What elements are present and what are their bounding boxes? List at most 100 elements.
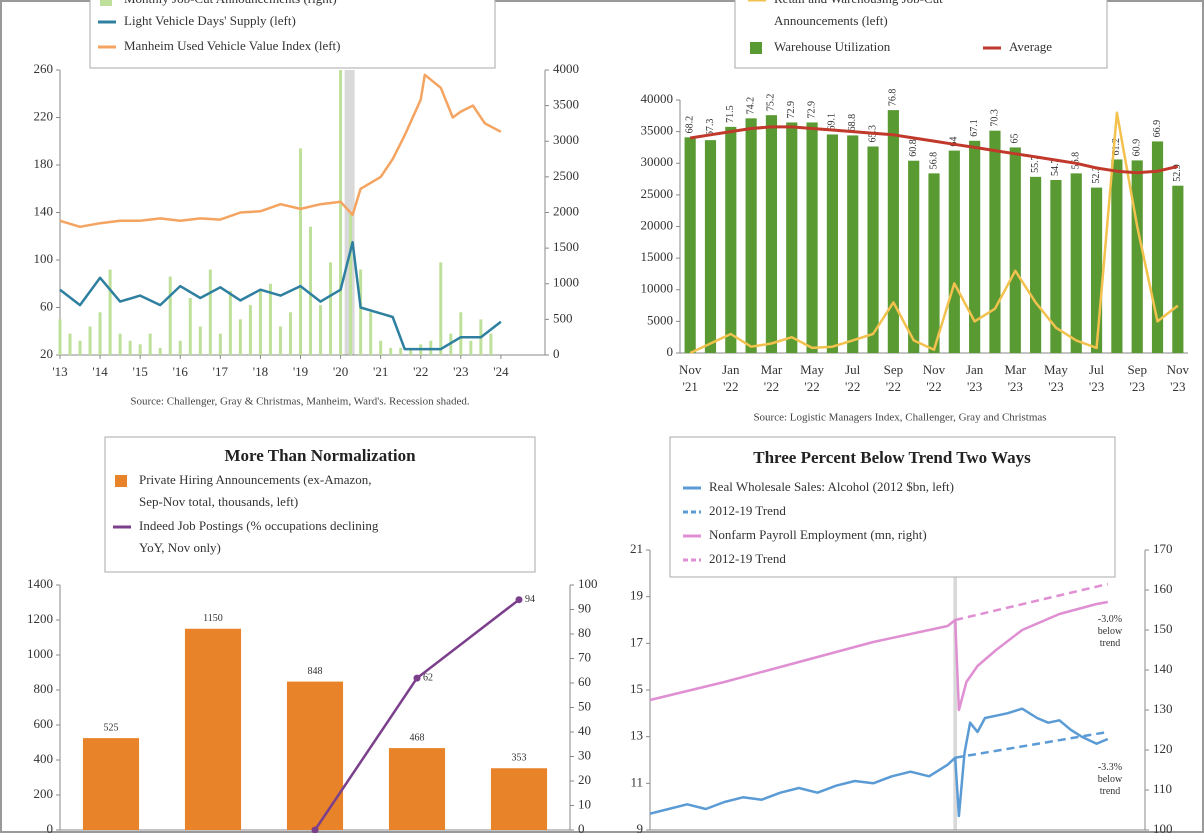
bar — [298, 148, 302, 355]
y-tick-label: 17 — [630, 634, 644, 649]
legend-swatch — [100, 0, 112, 6]
y2-tick-label: 160 — [1153, 581, 1173, 596]
legend-label: Real Wholesale Sales: Alcohol (2012 $bn,… — [709, 479, 954, 494]
bar — [469, 340, 473, 355]
x-tick-label: '17 — [213, 364, 229, 379]
y2-tick-label: 3500 — [553, 97, 579, 112]
legend-label: Warehouse Utilization — [774, 39, 891, 54]
bar — [459, 312, 463, 355]
bar — [138, 344, 142, 355]
y-tick-label: 180 — [34, 156, 54, 171]
y-tick-label: 0 — [667, 344, 674, 359]
y2-tick-label: 10 — [578, 796, 591, 811]
chart-title: More Than Normalization — [224, 446, 416, 465]
y2-tick-label: 50 — [578, 698, 591, 713]
bar — [725, 126, 737, 353]
bar-value-label: 55.7 — [1030, 155, 1041, 173]
bar — [178, 340, 182, 355]
bar-value-label: 72.9 — [806, 101, 817, 119]
recession-shade — [953, 550, 958, 830]
line-series — [59, 240, 502, 351]
bar — [329, 262, 333, 355]
bar — [78, 340, 82, 355]
y-tick-label: 1200 — [27, 611, 53, 626]
legend-label: Indeed Job Postings (% occupations decli… — [139, 518, 379, 555]
legend-label: Monthly Job-Cut Announcements (right) — [124, 0, 337, 6]
y2-tick-label: 150 — [1153, 621, 1173, 636]
bar-value-label: 61.2 — [1111, 138, 1122, 156]
bar — [288, 312, 292, 355]
legend-label: 2012-19 Trend — [709, 551, 786, 566]
line-series — [954, 730, 1109, 759]
bar — [359, 269, 363, 355]
y2-tick-label: 4000 — [553, 61, 579, 76]
bar — [887, 110, 899, 354]
annotation: -3.0% below trend — [1098, 614, 1123, 649]
y2-tick-label: 20 — [578, 772, 591, 787]
bar — [128, 340, 132, 355]
y2-tick-label: 500 — [553, 310, 573, 325]
bar — [439, 262, 443, 355]
y-tick-label: 20000 — [641, 217, 674, 232]
legend-box — [89, 0, 496, 69]
y2-tick-label: 2500 — [553, 168, 579, 183]
line-series — [649, 600, 1109, 712]
y-tick-label: 19 — [630, 588, 643, 603]
bar — [168, 276, 172, 355]
y2-tick-label: 60 — [578, 674, 591, 689]
y2-tick-label: 1000 — [553, 275, 579, 290]
x-tick-label: Jul '23 — [1089, 362, 1105, 394]
line-series — [689, 111, 1179, 355]
y-tick-label: 400 — [34, 751, 54, 766]
y2-tick-label: 170 — [1153, 541, 1173, 556]
bar-value-label: 66.9 — [1152, 120, 1163, 138]
bar — [238, 319, 242, 355]
x-tick-label: '15 — [132, 364, 147, 379]
bar-value-label: 52.3 — [1091, 166, 1102, 184]
bar — [1111, 159, 1123, 353]
y-tick-label: 1000 — [27, 646, 53, 661]
line-series — [649, 707, 1109, 818]
bar — [490, 768, 548, 830]
y-tick-label: 260 — [34, 61, 54, 76]
bar-value-label: 68.8 — [847, 114, 858, 132]
bar — [228, 290, 232, 355]
y2-tick-label: 80 — [578, 625, 591, 640]
bar — [989, 130, 1001, 353]
y2-tick-label: 2000 — [553, 203, 579, 218]
bar — [1172, 185, 1184, 353]
y2-tick-label: 3000 — [553, 132, 579, 147]
y-tick-label: 100 — [34, 251, 54, 266]
bar-value-label: 468 — [410, 732, 425, 743]
line-marker — [311, 826, 319, 833]
bar — [278, 326, 282, 355]
legend-box — [104, 436, 536, 573]
x-tick-label: May '22 — [800, 362, 824, 394]
bar-value-label: 67.3 — [705, 119, 716, 137]
y-tick-label: 9 — [637, 821, 644, 833]
bar — [82, 738, 140, 830]
y-tick-label: 15 — [630, 681, 643, 696]
bar — [268, 283, 272, 355]
bar — [765, 115, 778, 354]
annotation: -3.3% below trend — [1098, 762, 1123, 797]
bar — [388, 748, 446, 830]
line-series — [59, 73, 502, 229]
bar — [184, 628, 242, 830]
bar-value-label: 70.3 — [989, 109, 1000, 127]
bar — [198, 326, 202, 355]
bar — [1030, 176, 1042, 353]
source-note: Source: Logistic Managers Index, Challen… — [753, 412, 1046, 424]
bar — [58, 319, 62, 355]
bar-value-label: 52.9 — [1172, 164, 1183, 182]
bar — [68, 333, 72, 355]
x-tick-label: Sep '22 — [884, 362, 904, 394]
bar-value-label: 65 — [1010, 133, 1021, 143]
y-tick-label: 200 — [34, 786, 54, 801]
y-tick-label: 10000 — [641, 281, 674, 296]
bar — [489, 333, 493, 355]
y2-tick-label: 140 — [1153, 661, 1173, 676]
bar — [389, 347, 393, 355]
